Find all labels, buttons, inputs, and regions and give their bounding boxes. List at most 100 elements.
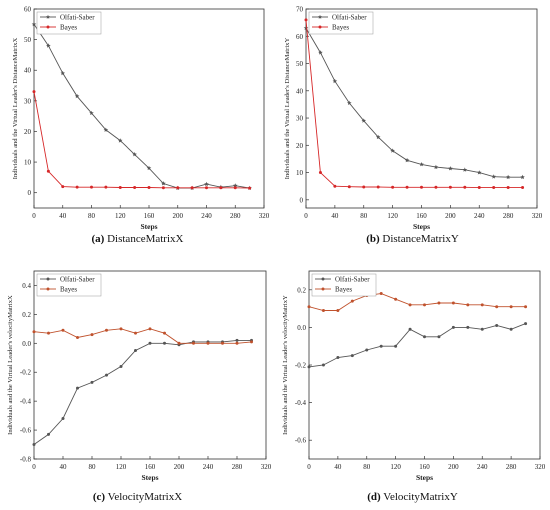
x-tick-label: 280: [506, 463, 517, 471]
x-tick-label: 40: [59, 212, 67, 220]
plot-frame: [308, 270, 541, 460]
data-point: [147, 185, 151, 189]
data-point: [32, 330, 36, 334]
data-point: [163, 331, 166, 335]
caption-b-letter: (b): [366, 233, 380, 245]
y-tick-label: 40: [24, 67, 32, 75]
y-tick-label: 0.2: [22, 311, 31, 319]
data-point: [376, 185, 380, 189]
y-tick-label: 10: [296, 169, 304, 177]
legend-marker: [321, 287, 325, 291]
data-point: [492, 186, 496, 190]
data-point: [161, 181, 166, 186]
x-tick-label: 120: [390, 463, 401, 471]
x-tick-label: 320: [259, 212, 270, 220]
chart-b: 0 40 80 120 160 200 240 280 320 0 10 20 30 40 50 60 70 St…: [284, 6, 543, 232]
data-point: [47, 432, 50, 436]
data-point: [89, 110, 94, 115]
data-point: [105, 328, 108, 332]
y-tick-label: 0.2: [297, 286, 306, 294]
x-tick-label: 320: [532, 212, 543, 220]
data-point: [32, 443, 36, 447]
x-axis-label: Steps: [140, 222, 157, 231]
data-point: [495, 324, 499, 328]
legend-marker: [318, 25, 322, 29]
caption-a: (a) DistanceMatrixX: [0, 233, 275, 245]
series-olfati-saber: [31, 21, 252, 190]
legend-label: Bayes: [335, 286, 352, 294]
data-point: [205, 186, 208, 190]
data-point: [118, 138, 123, 143]
data-point: [333, 184, 337, 188]
data-point: [491, 174, 496, 179]
data-point: [524, 305, 528, 309]
data-point: [61, 185, 65, 189]
data-point: [307, 305, 311, 309]
data-point: [90, 333, 94, 337]
y-tick-label: -0.8: [20, 456, 32, 464]
caption-d: (d) VelocityMatrixY: [275, 491, 550, 503]
data-point: [362, 185, 366, 189]
chart-c: 0 40 80 120 160 200 240 280 320 -0.8 -0.6 -0.4 -0.2 0…: [7, 270, 272, 482]
data-point: [420, 185, 423, 189]
data-point: [361, 118, 366, 123]
legend-marker: [46, 287, 50, 291]
data-point: [404, 157, 410, 163]
legend-marker: [46, 25, 50, 29]
data-point: [520, 174, 525, 180]
legend-marker: [46, 277, 50, 281]
data-point: [61, 328, 65, 332]
data-point: [61, 417, 65, 421]
data-point: [524, 322, 528, 326]
data-point: [466, 303, 470, 307]
data-point: [394, 297, 398, 301]
data-point: [437, 335, 441, 339]
legend-marker: [45, 14, 51, 19]
legend-box: [311, 273, 377, 297]
data-point: [480, 327, 484, 331]
caption-c: (c) VelocityMatrixX: [0, 491, 275, 503]
y-axis-label: Individuals and the Virtual Leader's vel…: [7, 295, 14, 435]
data-point: [448, 185, 452, 189]
data-point: [31, 21, 37, 27]
y-tick-label: 0.0: [297, 324, 306, 332]
series-bayes: [32, 327, 253, 345]
legend-marker: [321, 277, 325, 281]
data-point: [307, 365, 311, 369]
legend-label: Olfati-Saber: [60, 276, 95, 284]
y-tick-label: 20: [24, 128, 32, 136]
data-point: [477, 170, 482, 175]
plot-frame: [305, 8, 538, 209]
data-point: [509, 305, 513, 309]
data-point: [76, 386, 79, 390]
chart-d: 0 40 80 120 160 200 240 280 320 -0.6 -0.4 -0.2 0.0 0.…: [282, 270, 546, 482]
x-tick-label: 0: [304, 212, 308, 220]
x-axis-label: Steps: [413, 222, 430, 231]
data-point: [495, 305, 499, 309]
x-tick-label: 280: [230, 212, 241, 220]
y-axis-label: Individuals and the Virtual Leader's Dis…: [284, 38, 291, 180]
y-tick-label: 10: [24, 159, 32, 167]
data-point: [206, 341, 210, 345]
x-tick-label: 80: [363, 463, 371, 471]
y-tick-label: 50: [296, 60, 304, 68]
data-point: [350, 299, 354, 303]
data-point: [463, 185, 467, 189]
data-point: [190, 186, 194, 190]
x-tick-label: 80: [88, 212, 96, 220]
series-olfati-saber: [303, 25, 525, 180]
y-axis-label: Individuals and the Virtual Leader's Dis…: [12, 38, 19, 180]
data-point: [405, 185, 409, 189]
data-point: [248, 186, 252, 190]
y-tick-label: 0.4: [22, 282, 31, 290]
y-tick-label: 40: [296, 87, 304, 95]
y-tick-label: 70: [296, 6, 304, 14]
legend-box: [36, 11, 102, 35]
data-point: [390, 148, 395, 153]
data-point: [118, 185, 122, 189]
data-point: [161, 186, 165, 190]
y-tick-label: -0.4: [295, 399, 307, 407]
x-tick-label: 280: [503, 212, 514, 220]
data-point: [76, 336, 79, 340]
series-bayes: [304, 18, 525, 190]
